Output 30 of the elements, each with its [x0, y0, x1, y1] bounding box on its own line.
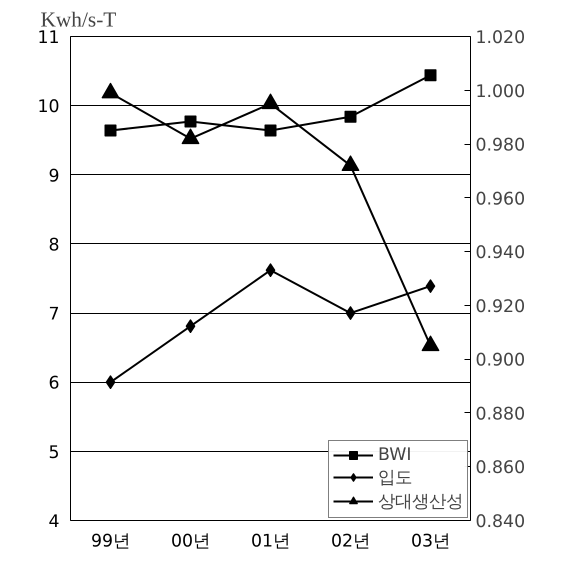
x-tick-label: 01년 [250, 532, 290, 552]
legend-label: BWI [378, 445, 412, 465]
point [184, 116, 196, 128]
y-tick-label: 7 [48, 304, 60, 325]
y2-tick-label: 0.920 [476, 296, 526, 317]
y2-tick-label: 0.880 [476, 404, 526, 424]
y-tick-label: 5 [48, 442, 60, 463]
point [424, 69, 436, 82]
y-tick-label: 9 [48, 166, 60, 186]
point [344, 110, 356, 123]
y2-tick-label: 1.000 [476, 82, 526, 102]
y-tick-label: 10 [37, 97, 60, 118]
y2-tick-label: 0.900 [476, 350, 526, 371]
x-tick-label: 00년 [170, 532, 210, 552]
x-tick-label: 02년 [330, 532, 370, 552]
y2-tick-label: 0.940 [476, 243, 526, 264]
x-tick-label: 03년 [410, 532, 450, 552]
legend-label: 상대생산성 [378, 491, 463, 513]
y-tick-label: 8 [48, 235, 60, 256]
x-tick-label: 99년 [90, 532, 130, 552]
y-tick-label: 4 [48, 512, 60, 532]
legend-label: 입도 [378, 467, 412, 489]
point [264, 124, 276, 137]
y2-tick-label: 0.960 [476, 189, 526, 210]
y2-tick-label: 0.980 [476, 136, 526, 156]
y-tick-label: 6 [48, 374, 60, 394]
point [104, 124, 116, 137]
y2-tick-label: 0.840 [476, 512, 526, 532]
y2-tick-label: 0.860 [476, 458, 526, 478]
y2-tick-label: 1.020 [476, 28, 526, 48]
